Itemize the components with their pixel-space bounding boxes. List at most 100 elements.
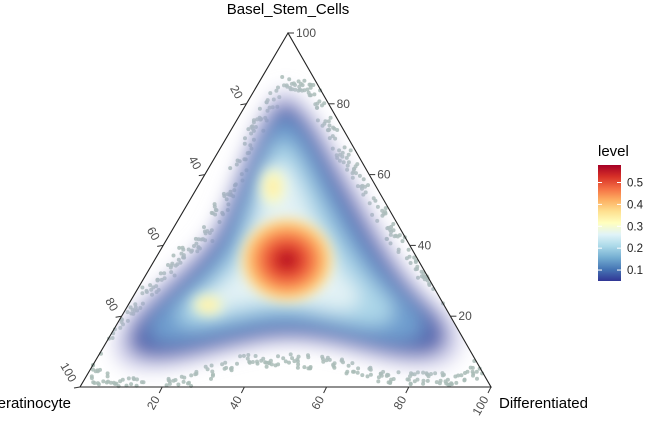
legend-tick-label: 0.5 — [627, 178, 643, 190]
scatter-point — [365, 374, 370, 379]
scatter-point — [391, 377, 396, 381]
scatter-point — [302, 78, 307, 83]
scatter-point — [335, 128, 340, 132]
tick-mark-bottom — [158, 386, 163, 394]
scatter-point — [280, 75, 285, 79]
scatter-point — [210, 369, 215, 374]
scatter-point — [340, 150, 345, 155]
scatter-point — [283, 359, 288, 364]
scatter-point — [162, 271, 167, 276]
scatter-point — [355, 370, 360, 375]
scatter-point — [449, 381, 454, 386]
scatter-point — [396, 247, 401, 252]
scatter-point — [419, 274, 424, 279]
tick-label-bottom: 40 — [226, 393, 245, 412]
scatter-point — [470, 369, 475, 374]
scatter-point — [415, 370, 420, 375]
legend-tick-label: 0.1 — [627, 265, 643, 277]
scatter-point — [253, 354, 258, 358]
scatter-point — [224, 365, 229, 370]
scatter-points — [89, 75, 485, 389]
scatter-point — [405, 377, 410, 382]
scatter-point — [412, 379, 417, 384]
scatter-point — [221, 191, 226, 196]
scatter-point — [91, 367, 95, 372]
scatter-point — [209, 363, 214, 368]
scatter-point — [459, 373, 464, 378]
scatter-point — [312, 92, 317, 97]
scatter-point — [383, 211, 388, 216]
scatter-point — [140, 291, 145, 296]
scatter-point — [345, 369, 350, 374]
tick-label-right: 100 — [296, 26, 316, 40]
density-field — [113, 88, 462, 371]
scatter-point — [182, 375, 187, 380]
scatter-point — [241, 353, 246, 358]
scatter-point — [320, 103, 324, 108]
scatter-point — [391, 222, 396, 226]
scatter-point — [427, 281, 432, 286]
tick-label-right: 20 — [458, 309, 472, 323]
scatter-point — [166, 263, 170, 267]
scatter-point — [351, 167, 356, 171]
scatter-point — [92, 381, 97, 385]
scatter-point — [388, 232, 393, 237]
scatter-point — [276, 85, 280, 90]
scatter-point — [454, 380, 459, 385]
scatter-point — [383, 206, 388, 211]
scatter-point — [360, 186, 364, 191]
scatter-point — [214, 208, 219, 213]
scatter-point — [296, 362, 301, 367]
scatter-point — [433, 371, 438, 376]
scatter-point — [325, 355, 330, 360]
scatter-point — [325, 128, 330, 133]
tick-mark-bottom — [487, 386, 492, 394]
scatter-point — [408, 382, 413, 387]
scatter-point — [246, 127, 251, 132]
scatter-point — [321, 359, 326, 364]
scatter-point — [346, 363, 351, 368]
scatter-point — [287, 360, 291, 365]
density-peak-top — [257, 163, 289, 211]
scatter-point — [173, 378, 178, 382]
scatter-point — [440, 371, 445, 376]
scatter-point — [189, 373, 194, 378]
scatter-point — [302, 88, 307, 93]
scatter-point — [296, 79, 301, 84]
scatter-point — [176, 382, 181, 387]
scatter-point — [169, 263, 174, 268]
scatter-point — [355, 162, 360, 167]
scatter-point — [361, 177, 366, 182]
scatter-point — [313, 102, 318, 107]
legend: level 0.1 0.2 0.3 0.4 0.5 — [598, 143, 644, 281]
scatter-point — [101, 379, 106, 384]
scatter-point — [235, 361, 239, 366]
scatter-point — [220, 362, 225, 367]
scatter-point — [144, 288, 149, 293]
scatter-point — [297, 84, 302, 89]
scatter-point — [305, 87, 310, 92]
scatter-point — [348, 148, 353, 153]
scatter-point — [421, 378, 426, 383]
scatter-point — [380, 213, 385, 218]
scatter-point — [238, 354, 243, 359]
scatter-point — [223, 360, 228, 365]
legend-tick-label: 0.3 — [627, 221, 643, 233]
scatter-point — [392, 234, 397, 239]
scatter-point — [346, 160, 351, 165]
scatter-point — [257, 106, 262, 111]
vertex-label-left: Keratinocyte — [0, 395, 71, 412]
scatter-point — [288, 352, 293, 357]
scatter-point — [135, 377, 139, 382]
scatter-point — [380, 208, 385, 213]
tick-mark-bottom — [323, 386, 328, 394]
tick-mark-left — [240, 103, 247, 106]
scatter-point — [474, 369, 479, 374]
tick-mark-bottom — [405, 386, 410, 394]
scatter-point — [453, 374, 458, 379]
scatter-point — [296, 354, 301, 359]
scatter-point — [171, 253, 176, 258]
tick-label-bottom: 100 — [469, 393, 491, 418]
scatter-point — [282, 83, 286, 88]
